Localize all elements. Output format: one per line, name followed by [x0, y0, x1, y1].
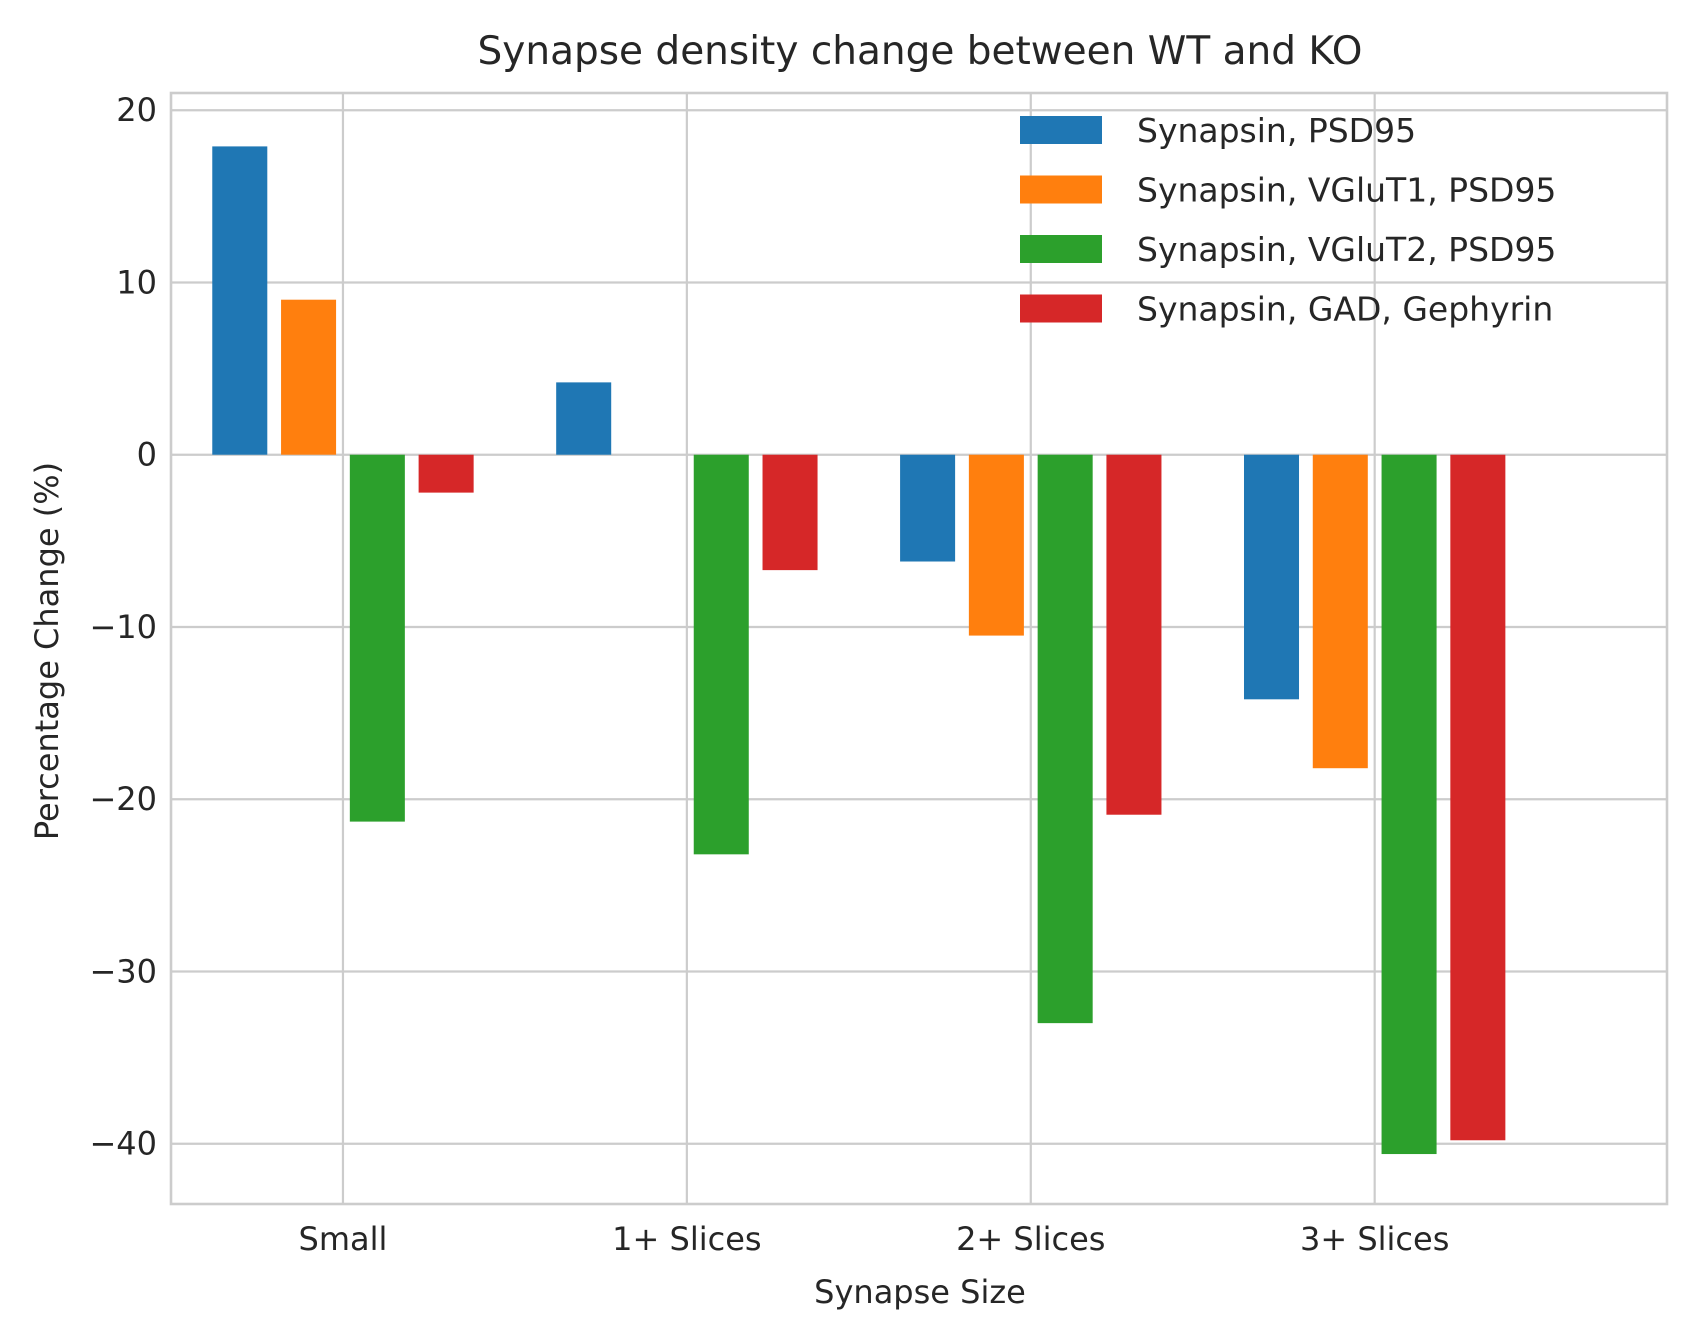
y-tick-label: 10	[116, 263, 157, 301]
y-tick-labels: 20 10 0 −10 −20 −30 −40	[89, 91, 157, 1162]
bar-0-0	[212, 146, 268, 455]
bar-2-2	[1037, 454, 1093, 1024]
bar-3-1	[762, 454, 818, 571]
bar-1-2	[968, 454, 1024, 636]
legend-label: Synapsin, GAD, Gephyrin	[1137, 290, 1553, 329]
y-tick-label: 20	[116, 91, 157, 129]
bar-0-1	[556, 382, 612, 455]
y-tick-label: −20	[89, 780, 157, 818]
x-tick-label: 2+ Slices	[956, 1220, 1105, 1258]
plot-frame	[169, 91, 1669, 1206]
legend-swatch	[1020, 175, 1102, 204]
legend-label: Synapsin, VGluT2, PSD95	[1137, 230, 1556, 269]
x-axis-label: Synapse Size	[814, 1273, 1026, 1311]
legend-label: Synapsin, PSD95	[1137, 111, 1416, 150]
y-tick-label: −40	[89, 1125, 157, 1163]
bar-2-0	[349, 454, 405, 822]
bar-1-0	[281, 299, 337, 455]
x-tick-label: Small	[299, 1220, 388, 1258]
legend-label: Synapsin, VGluT1, PSD95	[1137, 171, 1556, 210]
chart-title: Synapse density change between WT and KO	[478, 29, 1363, 74]
x-tick-labels: Small 1+ Slices 2+ Slices 3+ Slices	[299, 1220, 1450, 1258]
bar-3-2	[1106, 454, 1162, 815]
legend-swatch	[1020, 294, 1102, 323]
bar-3-3	[1450, 454, 1506, 1141]
x-tick-label: 3+ Slices	[1300, 1220, 1449, 1258]
bars	[212, 146, 1506, 1155]
y-tick-label: −30	[89, 952, 157, 990]
bar-3-0	[418, 454, 474, 493]
bar-0-2	[900, 454, 956, 562]
bar-1-3	[1312, 454, 1368, 769]
legend-swatch	[1020, 235, 1102, 263]
y-tick-label: −10	[89, 608, 157, 646]
bar-2-1	[693, 454, 749, 855]
y-tick-label: 0	[137, 436, 157, 474]
legend-swatch	[1020, 116, 1102, 144]
bar-2-3	[1381, 454, 1437, 1155]
bar-0-3	[1243, 454, 1300, 700]
legend: Synapsin, PSD95 Synapsin, VGluT1, PSD95 Sy…	[1020, 111, 1556, 329]
x-tick-label: 1+ Slices	[612, 1220, 761, 1258]
y-axis-label: Percentage Change (%)	[28, 462, 66, 840]
